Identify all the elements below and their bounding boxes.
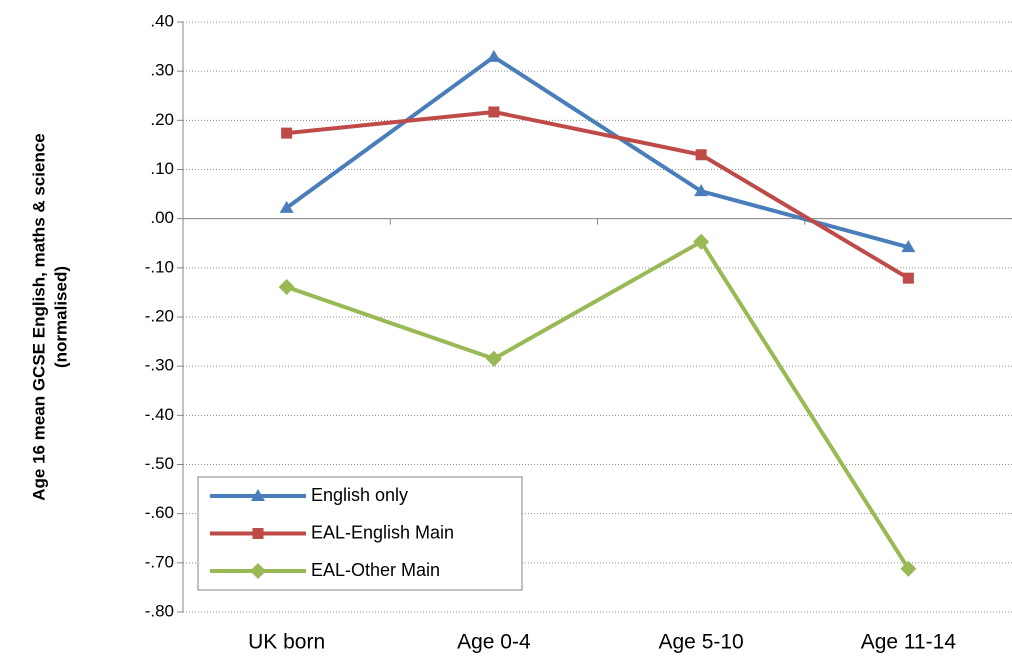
y-tick-label: -.10 [145,257,174,276]
y-tick-label: -.40 [145,405,174,424]
marker [251,489,265,501]
marker [902,272,914,284]
marker [488,106,500,118]
series-line [286,109,910,280]
y-tick-label: -.80 [145,601,174,620]
marker [250,563,266,579]
y-tick-label: -.30 [145,356,174,375]
x-tick-label: UK born [248,631,325,654]
marker [694,184,709,197]
x-tick-label: Age 5-10 [659,631,744,654]
y-axis-label: (normalised) [51,266,70,368]
y-tick-label: .30 [150,61,174,80]
y-tick-label: .20 [150,110,174,129]
marker [278,279,295,296]
marker [486,49,501,62]
y-axis-label: Age 16 mean GCSE English, maths & scienc… [29,133,48,501]
marker [279,200,294,213]
y-tick-label: -.50 [145,454,174,473]
series-line [285,239,911,570]
marker [693,233,710,250]
legend-label: English only [311,485,408,505]
series-line [285,54,909,250]
x-tick-label: Age 0-4 [457,631,531,654]
marker [900,560,917,577]
marker [281,127,293,139]
marker [252,528,264,539]
marker [485,350,502,367]
y-tick-label: -.60 [145,503,174,522]
y-tick-label: .40 [150,11,174,30]
y-tick-label: .10 [150,159,174,178]
x-tick-label: Age 11-14 [861,631,957,654]
y-tick-label: -.70 [145,552,174,571]
marker [901,240,916,253]
legend-label: EAL-English Main [311,522,454,542]
y-tick-label: .00 [150,208,174,227]
y-tick-label: -.20 [145,306,174,325]
marker [695,149,707,161]
legend-label: EAL-Other Main [311,560,440,580]
